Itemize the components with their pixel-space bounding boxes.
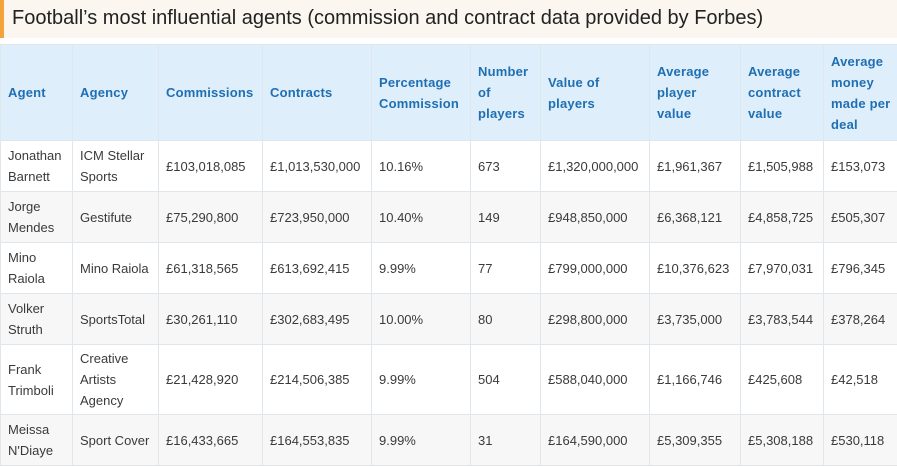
players-value-cell: £1,320,000,000 [540,140,650,192]
agency-cell: Creative Artists Agency [72,344,159,415]
table-row: Jonathan Barnett ICM Stellar Sports £103… [0,140,897,192]
contracts-cell: £1,013,530,000 [262,140,372,192]
avg-contract-value-cell: £7,970,031 [740,242,824,294]
players-value-cell: £948,850,000 [540,191,650,243]
commissions-cell: £21,428,920 [158,344,263,415]
column-header-average-player-value[interactable]: Average player value [649,44,741,141]
agents-table: Agent Agency Commissions Contracts Perce… [0,44,897,466]
column-header-agent[interactable]: Agent [0,44,73,141]
commissions-cell: £103,018,085 [158,140,263,192]
avg-contract-value-cell: £4,858,725 [740,191,824,243]
agency-cell: Mino Raiola [72,242,159,294]
players-value-cell: £588,040,000 [540,344,650,415]
header-row: Agent Agency Commissions Contracts Perce… [0,44,897,141]
percentage-cell: 10.40% [371,191,471,243]
percentage-cell: 10.00% [371,293,471,345]
avg-money-per-deal-cell: £530,118 [823,414,897,466]
agency-cell: Gestifute [72,191,159,243]
players-value-cell: £298,800,000 [540,293,650,345]
avg-player-value-cell: £5,309,355 [649,414,741,466]
table-row: Volker Struth SportsTotal £30,261,110 £3… [0,293,897,345]
contracts-cell: £613,692,415 [262,242,372,294]
agent-cell: Jorge Mendes [0,191,73,243]
avg-contract-value-cell: £3,783,544 [740,293,824,345]
players-count-cell: 504 [470,344,541,415]
players-count-cell: 80 [470,293,541,345]
avg-money-per-deal-cell: £505,307 [823,191,897,243]
commissions-cell: £16,433,665 [158,414,263,466]
column-header-average-money-per-deal[interactable]: Average money made per deal [823,44,897,141]
title-bar: Football’s most influential agents (comm… [0,0,897,38]
players-count-cell: 149 [470,191,541,243]
agency-cell: Sport Cover [72,414,159,466]
percentage-cell: 9.99% [371,414,471,466]
contracts-cell: £723,950,000 [262,191,372,243]
column-header-average-contract-value[interactable]: Average contract value [740,44,824,141]
players-count-cell: 31 [470,414,541,466]
players-count-cell: 673 [470,140,541,192]
contracts-cell: £214,506,385 [262,344,372,415]
avg-player-value-cell: £3,735,000 [649,293,741,345]
agent-cell: Volker Struth [0,293,73,345]
page-title: Football’s most influential agents (comm… [12,7,764,29]
agent-cell: Mino Raiola [0,242,73,294]
table-row: Meissa N'Diaye Sport Cover £16,433,665 £… [0,414,897,466]
column-header-commissions[interactable]: Commissions [158,44,263,141]
column-header-value-of-players[interactable]: Value of players [540,44,650,141]
column-header-number-of-players[interactable]: Number of players [470,44,541,141]
players-count-cell: 77 [470,242,541,294]
percentage-cell: 10.16% [371,140,471,192]
table-row: Frank Trimboli Creative Artists Agency £… [0,344,897,415]
avg-money-per-deal-cell: £42,518 [823,344,897,415]
avg-money-per-deal-cell: £796,345 [823,242,897,294]
agent-cell: Meissa N'Diaye [0,414,73,466]
agency-cell: SportsTotal [72,293,159,345]
commissions-cell: £61,318,565 [158,242,263,294]
avg-player-value-cell: £1,961,367 [649,140,741,192]
column-header-contracts[interactable]: Contracts [262,44,372,141]
avg-contract-value-cell: £5,308,188 [740,414,824,466]
contracts-cell: £164,553,835 [262,414,372,466]
percentage-cell: 9.99% [371,242,471,294]
avg-money-per-deal-cell: £153,073 [823,140,897,192]
players-value-cell: £164,590,000 [540,414,650,466]
avg-player-value-cell: £1,166,746 [649,344,741,415]
column-header-percentage-commission[interactable]: Percentage Commission [371,44,471,141]
avg-player-value-cell: £6,368,121 [649,191,741,243]
avg-money-per-deal-cell: £378,264 [823,293,897,345]
table-row: Mino Raiola Mino Raiola £61,318,565 £613… [0,242,897,294]
avg-player-value-cell: £10,376,623 [649,242,741,294]
agency-cell: ICM Stellar Sports [72,140,159,192]
contracts-cell: £302,683,495 [262,293,372,345]
percentage-cell: 9.99% [371,344,471,415]
avg-contract-value-cell: £425,608 [740,344,824,415]
table-row: Jorge Mendes Gestifute £75,290,800 £723,… [0,191,897,243]
players-value-cell: £799,000,000 [540,242,650,294]
commissions-cell: £75,290,800 [158,191,263,243]
column-header-agency[interactable]: Agency [72,44,159,141]
avg-contract-value-cell: £1,505,988 [740,140,824,192]
commissions-cell: £30,261,110 [158,293,263,345]
agent-cell: Frank Trimboli [0,344,73,415]
agent-cell: Jonathan Barnett [0,140,73,192]
